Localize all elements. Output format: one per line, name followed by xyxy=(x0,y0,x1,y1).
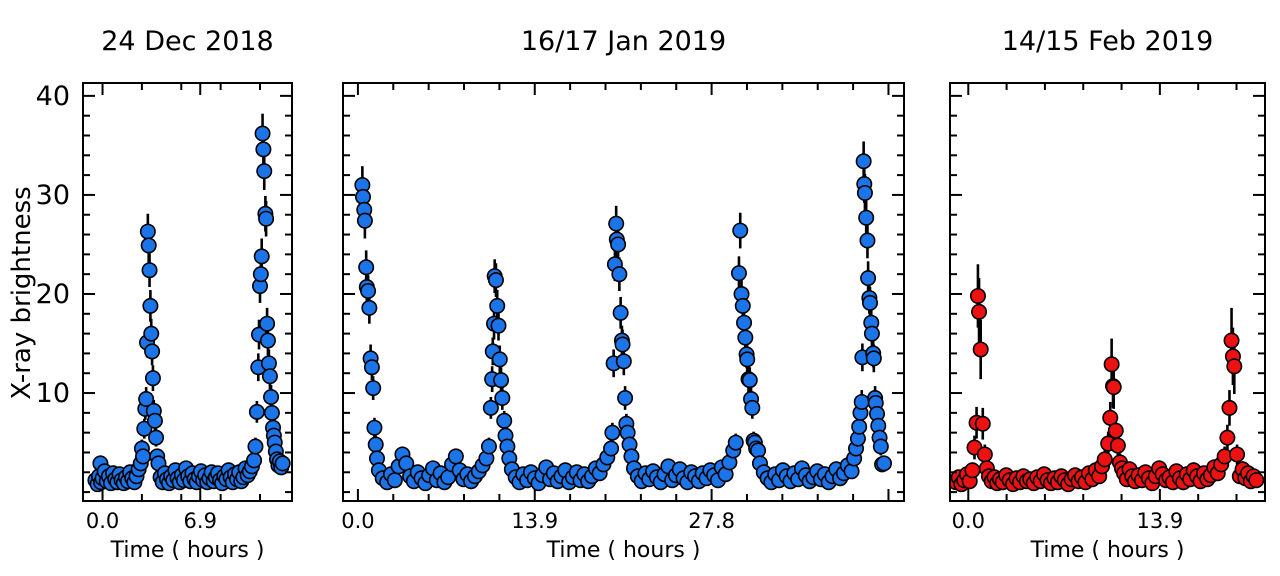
x-axis-label-feb: Time ( hours ) xyxy=(1030,538,1185,563)
svg-text:6.9: 6.9 xyxy=(184,509,217,533)
svg-text:27.8: 27.8 xyxy=(688,509,735,533)
svg-text:40: 40 xyxy=(36,82,70,112)
panel-title-feb: 14/15 Feb 2019 xyxy=(1001,26,1214,57)
svg-text:20: 20 xyxy=(36,279,70,310)
panel-title-dec: 24 Dec 2018 xyxy=(101,26,274,57)
panel-title-jan: 16/17 Jan 2019 xyxy=(520,26,727,57)
svg-text:0.0: 0.0 xyxy=(952,509,985,533)
svg-text:0.0: 0.0 xyxy=(342,509,375,533)
svg-text:13.9: 13.9 xyxy=(511,509,558,533)
plot-area-jan: 0.0 13.9 27.8 xyxy=(342,82,905,533)
plot-area-feb: 0.0 13.9 xyxy=(949,82,1266,533)
svg-text:13.9: 13.9 xyxy=(1136,509,1183,533)
x-axis-label-jan: Time ( hours ) xyxy=(546,538,701,563)
plot-area-dec: 0.0 6.9 10 20 30 40 xyxy=(36,82,293,533)
x-axis-label-dec: Time ( hours ) xyxy=(110,538,265,563)
svg-text:10: 10 xyxy=(36,378,70,409)
svg-text:30: 30 xyxy=(36,180,70,211)
svg-text:0.0: 0.0 xyxy=(86,509,119,533)
